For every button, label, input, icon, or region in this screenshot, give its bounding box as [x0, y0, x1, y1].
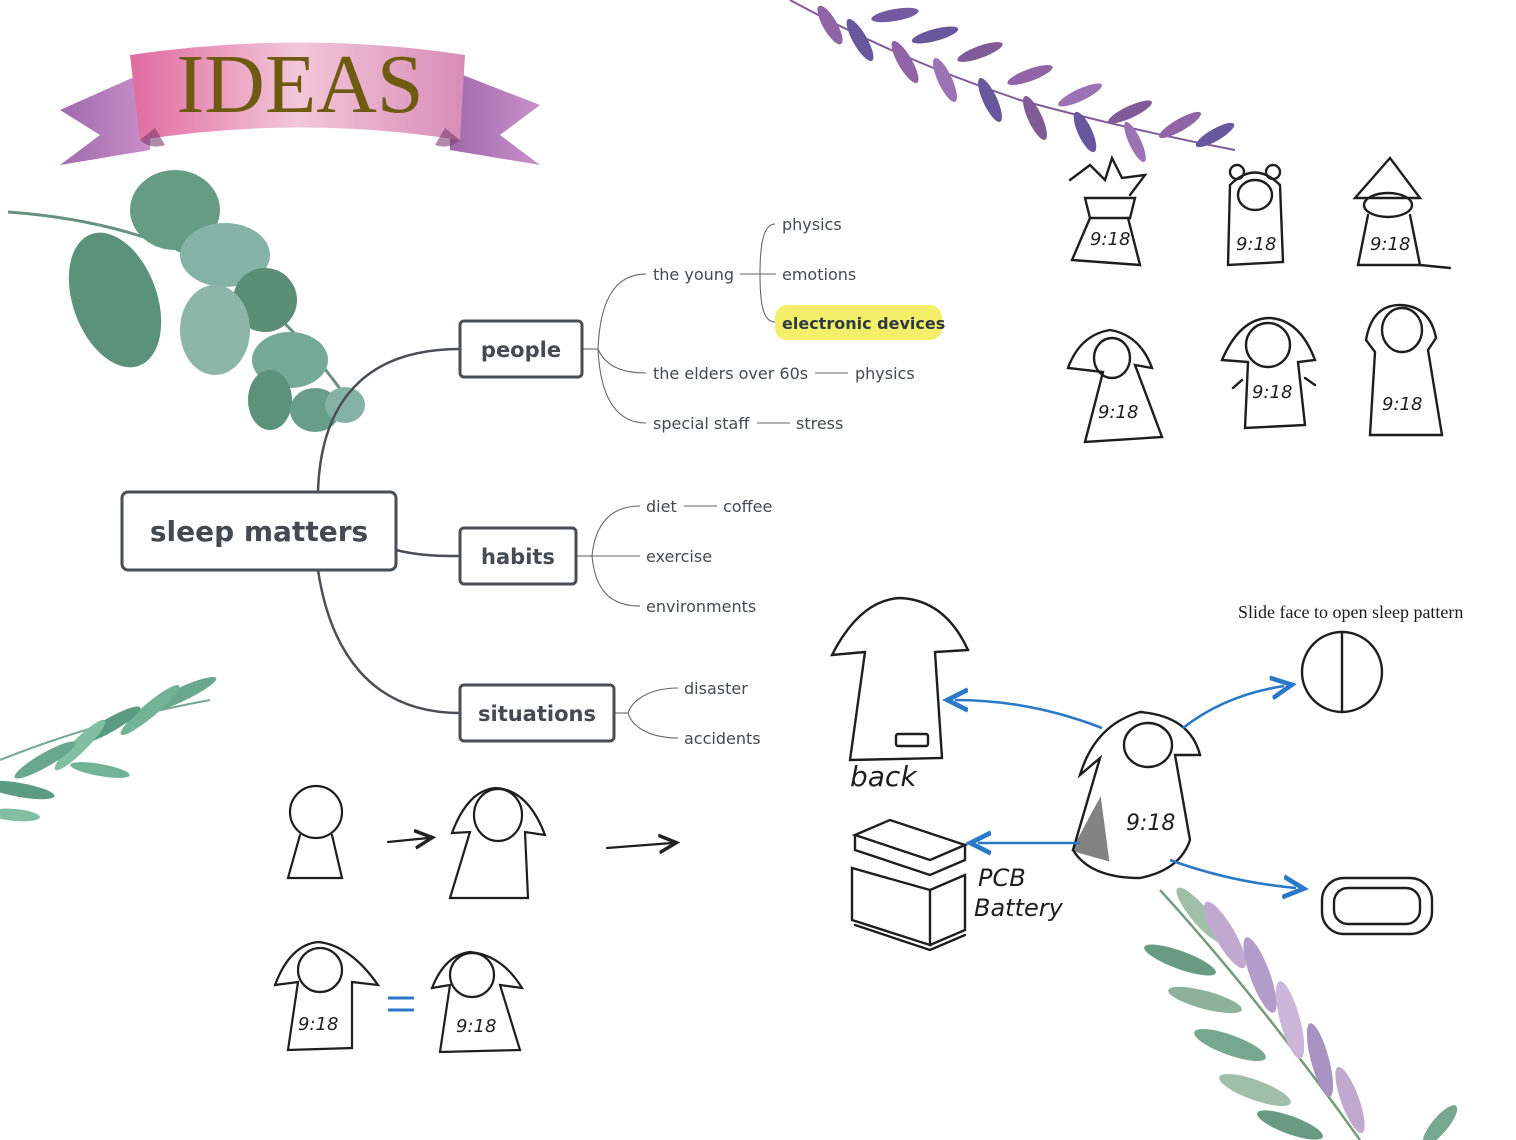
clock-time-5: 9:18	[1252, 382, 1292, 403]
sketch-figure-hood-1	[1066, 328, 1164, 444]
pair-clock-left: 9:18	[298, 1014, 338, 1035]
banner-title: IDEAS	[176, 38, 423, 131]
habits-node-label: habits	[481, 545, 555, 569]
purple-fern-decoration	[789, 0, 1236, 163]
exploded-view-labels: back PCB Battery 9:18	[850, 760, 1175, 922]
leaf-accidents: accidents	[684, 729, 761, 748]
mind-map-thin-lines	[576, 223, 848, 739]
leaf-disaster: disaster	[684, 679, 748, 698]
evolution-arrow-2	[605, 843, 672, 848]
back-label: back	[850, 760, 918, 793]
exploded-view-sketch	[829, 596, 1434, 952]
sketch-clock-labels: 9:18 9:18 9:18 9:18 9:18 9:18	[1090, 229, 1422, 423]
connector-root-situations	[316, 569, 461, 715]
sketch-hood-outline	[448, 786, 547, 900]
main-character-sketch	[1071, 710, 1202, 880]
ideas-banner: IDEAS	[60, 38, 540, 165]
leaf-coffee: coffee	[723, 497, 772, 516]
sketch-pair-right	[430, 950, 525, 1054]
pcb-board-sketch	[851, 818, 969, 862]
situations-node-label: situations	[478, 702, 596, 726]
evolution-sketch	[273, 784, 672, 1054]
connector-root-people	[316, 347, 461, 493]
character-sketches-grid	[1066, 154, 1452, 444]
equals-sign	[388, 996, 414, 1012]
sketch-figure-hood-2	[1220, 316, 1317, 430]
sketch-figure-hood-3	[1364, 303, 1444, 437]
pair-clock-right: 9:18	[456, 1016, 496, 1037]
leaf-special-staff: special staff	[653, 414, 750, 433]
leaf-diet: diet	[646, 497, 677, 516]
eucalyptus-branch-decoration	[7, 170, 365, 432]
sketch-figure-witch	[1352, 156, 1452, 270]
leaf-elders-physics: physics	[855, 364, 915, 383]
sketch-plain-head	[288, 784, 344, 840]
pcb-label: PCB	[978, 864, 1026, 892]
mind-map	[316, 347, 461, 715]
highlight-marker	[775, 305, 942, 340]
clock-time-2: 9:18	[1236, 234, 1276, 255]
root-node[interactable]	[120, 490, 398, 572]
clock-time-3: 9:18	[1370, 234, 1410, 255]
clock-time-6: 9:18	[1382, 394, 1422, 415]
sketch-pair-left	[273, 940, 381, 1052]
pair-clock-labels: 9:18 9:18	[298, 1014, 496, 1037]
back-shell-sketch	[829, 596, 970, 762]
people-node-label: people	[481, 338, 561, 362]
sketch-plain-body	[286, 833, 344, 880]
lavender-branch-decoration	[1144, 887, 1458, 1140]
habits-node[interactable]	[458, 526, 578, 586]
arrow-to-base[interactable]	[1169, 858, 1296, 888]
leaf-elders: the elders over 60s	[653, 364, 808, 383]
clock-time-4: 9:18	[1098, 402, 1138, 423]
sketch-figure-crown	[1068, 154, 1148, 267]
willow-branch-decoration	[0, 676, 217, 822]
leaf-young-physics: physics	[782, 215, 842, 234]
connector-root-habits	[395, 548, 461, 558]
main-clock-label: 9:18	[1126, 811, 1175, 836]
leaf-environments: environments	[646, 597, 756, 616]
arrow-to-back[interactable]	[955, 700, 1103, 730]
mind-map-nodes: sleep matters people habits situations	[120, 319, 616, 743]
exploded-view-arrows	[955, 686, 1296, 888]
people-node[interactable]	[458, 319, 584, 379]
slide-caption: Slide face to open sleep pattern	[1238, 602, 1463, 622]
leaf-the-young: the young	[653, 265, 734, 284]
root-node-label: sleep matters	[150, 515, 368, 548]
sketch-figure-bear	[1226, 163, 1285, 267]
situations-node[interactable]	[458, 683, 616, 743]
leaf-young-electronic-devices: electronic devices	[782, 314, 945, 333]
leaf-stress: stress	[796, 414, 843, 433]
arrow-to-face[interactable]	[1182, 686, 1284, 730]
evolution-arrow-1	[386, 838, 428, 842]
battery-block-sketch	[850, 866, 932, 947]
battery-label: Battery	[974, 894, 1064, 922]
leaf-young-emotions: emotions	[782, 265, 856, 284]
leaf-exercise: exercise	[646, 547, 712, 566]
clock-time-1: 9:18	[1090, 229, 1130, 250]
mind-map-leaf-labels: the young physics emotions electronic de…	[646, 215, 945, 748]
base-plate-sketch	[1320, 876, 1434, 936]
